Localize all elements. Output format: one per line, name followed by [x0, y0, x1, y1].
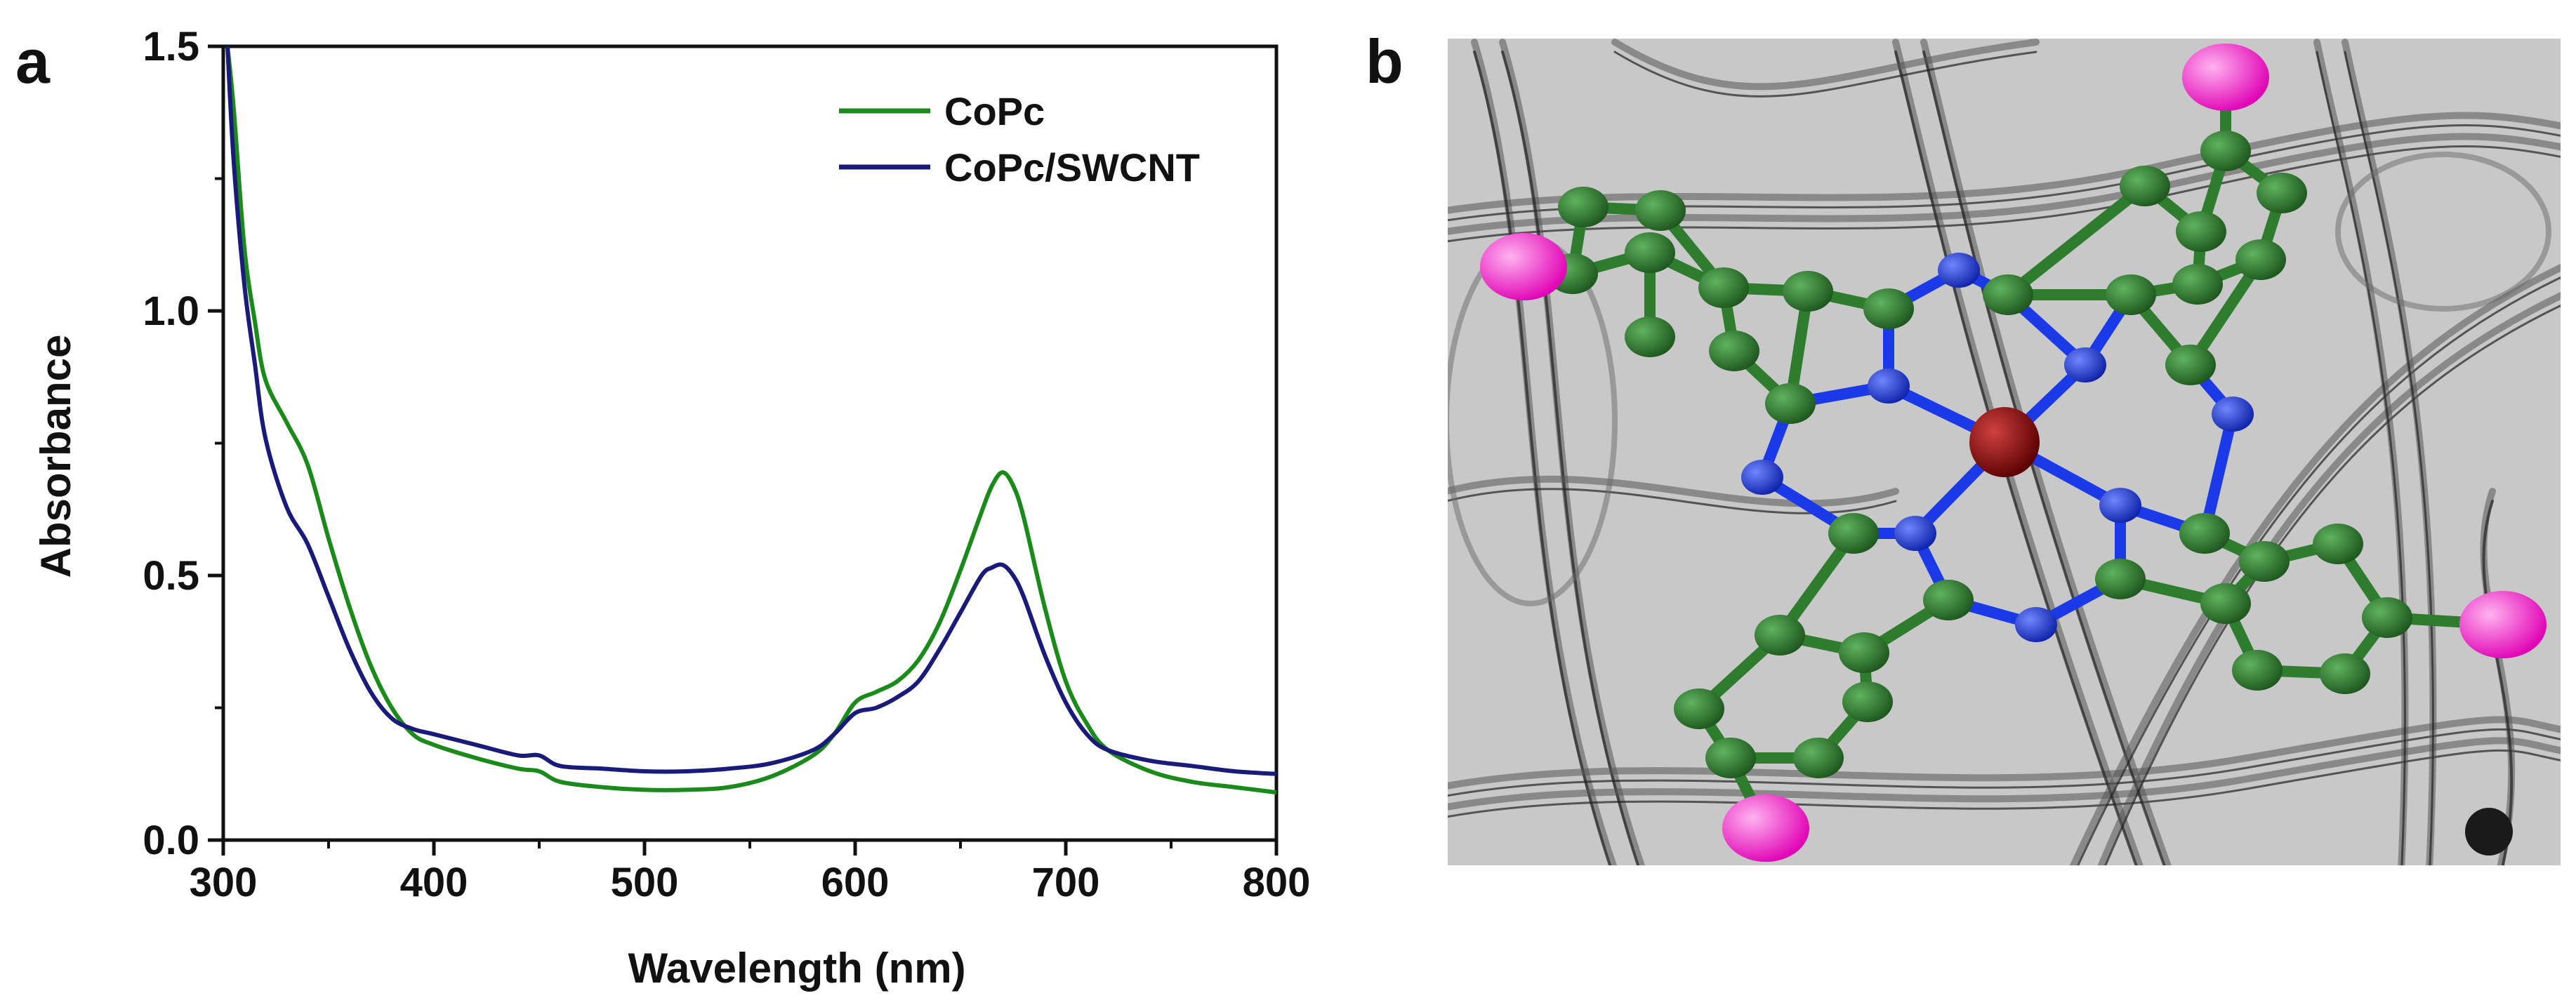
carbon-atom [2320, 653, 2370, 694]
panel-a-letter: a [15, 27, 51, 96]
y-tick-label: 1.5 [143, 24, 199, 69]
atom-layer [1480, 44, 2547, 862]
nanotube-wall [1501, 51, 1640, 865]
carbon-atom [1558, 187, 1609, 227]
carbon-atom [2095, 559, 2146, 599]
nitrogen-atom [1938, 253, 1980, 288]
carbon-atom [2172, 264, 2223, 305]
nanotube-wall [1922, 51, 2166, 865]
nanotube-bundles [1448, 39, 2561, 865]
panel-b-letter: b [1366, 27, 1403, 96]
carbon-atom [1698, 267, 1749, 308]
nanotube [1611, 39, 2040, 91]
carbon-atom [2235, 239, 2286, 280]
nanotube [1920, 39, 2172, 865]
carbon-atom [1783, 271, 1833, 312]
carbon-atom [2176, 211, 2226, 252]
nitrogen-atom [1741, 460, 1783, 495]
legend: CoPc CoPc/SWCNT [839, 89, 1200, 189]
x-tick-label: 800 [1243, 860, 1311, 905]
carbon-atom [2313, 524, 2363, 564]
y-axis-ticks: 0.0 0.5 1.0 1.5 [143, 24, 223, 863]
nitrogen-atom [1894, 516, 1936, 551]
legend-label: CoPc/SWCNT [944, 145, 1200, 189]
carbon-atom [2179, 513, 2230, 554]
x-tick-label: 300 [190, 860, 258, 905]
y-tick-label: 0.5 [143, 553, 199, 599]
nanotube-wall [1473, 51, 1612, 865]
x-tick-label: 600 [821, 860, 890, 905]
nanotube-wall [1613, 51, 2037, 98]
carbon-atom [1983, 274, 2033, 315]
series-layer [225, 46, 1277, 795]
molecule-panel [1448, 39, 2561, 865]
absorbance-chart: 300 400 500 600 700 800 0.0 0.5 1.0 1.5 Waveleng… [32, 24, 1310, 992]
carbon-atom [1635, 190, 1686, 231]
substituent-atom [1480, 233, 1567, 300]
carbon-atom [2106, 274, 2156, 315]
carbon-atom [1923, 580, 1974, 620]
nitrogen-atom [2212, 397, 2254, 432]
nanotube-wall [2077, 276, 2561, 865]
carbon-atom [1674, 688, 1724, 729]
carbon-atom [1842, 681, 1893, 722]
nanotube-wall [2316, 51, 2406, 865]
series-line-copc-swcnt [225, 46, 1277, 776]
nanotube [1892, 39, 2144, 865]
carbon-atom [2120, 166, 2170, 206]
y-tick-label: 0.0 [143, 818, 199, 863]
nitrogen-atom [1868, 368, 1910, 404]
nanotube-wall [1448, 488, 1897, 514]
carbon-atom [1793, 738, 1844, 778]
nanotube [2069, 263, 2561, 865]
carbon-atom [2232, 650, 2283, 691]
nanotube-wall [1448, 145, 2561, 243]
carbon-atom [2200, 131, 2251, 171]
bond [2002, 180, 2151, 300]
carbon-atom [1625, 317, 1675, 357]
carbon-atom [1755, 615, 1805, 655]
nanotube-wall [2482, 500, 2514, 865]
carbon-atom [1839, 632, 1889, 673]
x-tick-label: 700 [1032, 860, 1100, 905]
nanotube [2097, 291, 2561, 865]
x-tick-label: 400 [400, 860, 468, 905]
carbon-atom [2200, 583, 2251, 624]
substituent-atom [1722, 794, 1809, 862]
carbon-atom [1709, 331, 1759, 371]
cobalt-atom [1969, 407, 2040, 477]
nanotube [1448, 716, 2561, 790]
carbon-atom [2362, 597, 2412, 638]
carbon-atom [2239, 541, 2290, 582]
x-tick-label: 500 [611, 860, 679, 905]
dark-particle [2465, 808, 2513, 856]
nanotube-wall [2104, 304, 2561, 865]
nitrogen-atom [2064, 347, 2106, 382]
nanotube-wall [2344, 51, 2434, 865]
y-axis-title: Absorbance [32, 335, 79, 578]
nitrogen-atom [2015, 607, 2057, 642]
nanotube-wall [1448, 749, 2561, 818]
substituent-atom [2459, 591, 2547, 658]
series-line-copc [225, 46, 1277, 795]
nanotube-wall [1894, 51, 2138, 865]
nanotube [1448, 475, 1899, 507]
nitrogen-atom [2099, 488, 2141, 523]
legend-label: CoPc [944, 89, 1045, 133]
carbon-atom [2165, 345, 2216, 385]
carbon-atom [1863, 288, 1914, 329]
x-axis-title: Wavelength (nm) [628, 945, 965, 992]
carbon-atom [1828, 513, 1879, 554]
carbon-atom [2257, 173, 2307, 213]
carbon-atom [1625, 232, 1675, 273]
substituent-atom [2182, 44, 2269, 111]
carbon-atom [1765, 383, 1816, 424]
x-axis-ticks: 300 400 500 600 700 800 [190, 840, 1311, 905]
carbon-atom [1705, 738, 1756, 778]
nanotube-loop [2335, 152, 2551, 312]
y-tick-label: 1.0 [143, 288, 199, 334]
